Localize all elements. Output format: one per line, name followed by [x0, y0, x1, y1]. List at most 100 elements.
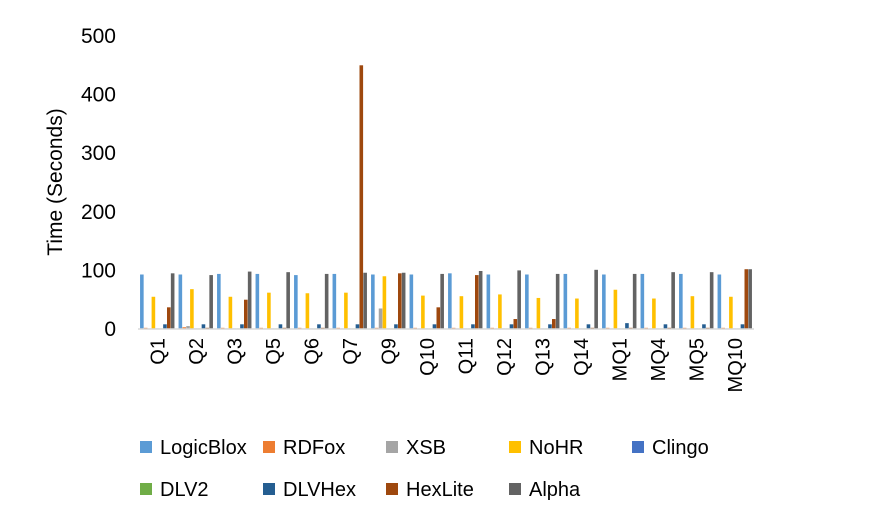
bar-logicblox-q6 [294, 275, 298, 329]
bar-logicblox-q9 [371, 274, 375, 329]
bar-hexlite-q11 [475, 275, 479, 329]
bar-group-mq4 [640, 272, 675, 329]
bar-logicblox-q13 [525, 274, 529, 329]
y-axis-ticks: 0 100 200 300 400 500 [81, 25, 116, 341]
legend-label: DLV2 [160, 479, 209, 501]
bar-hexlite-q1 [167, 307, 171, 329]
legend-item-xsb: XSB [386, 437, 446, 459]
legend-item-logicblox: LogicBlox [140, 437, 247, 459]
legend-item-nohr: NoHR [509, 437, 583, 459]
bar-nohr-mq1 [613, 289, 618, 329]
bar-logicblox-mq4 [640, 273, 645, 329]
bar-nohr-q9 [382, 276, 387, 329]
bar-logicblox-q14 [563, 273, 568, 329]
legend-item-dlvhex: DLVHex [263, 479, 356, 501]
bar-alpha-mq5 [709, 272, 714, 329]
bar-dlvhex-q5 [278, 324, 283, 329]
bar-dlvhex-q12 [509, 324, 514, 329]
x-tick-label: Q1 [147, 338, 169, 365]
legend: LogicBlox RDFox XSB NoHR Clingo DLV2 DLVHex Hex… [140, 437, 709, 501]
bar-nohr-q1 [151, 296, 156, 329]
bar-alpha-q6 [324, 273, 329, 329]
x-tick-label: Q11 [455, 338, 477, 374]
x-tick-label: Q10 [417, 338, 439, 376]
bar-logicblox-q12 [486, 274, 491, 329]
bar-logicblox-q7 [332, 273, 337, 329]
bar-logicblox-mq1 [602, 274, 606, 329]
bar-group-q3 [217, 271, 252, 329]
legend-swatch [386, 441, 398, 453]
y-tick-label: 200 [81, 201, 116, 224]
x-tick-label: Q2 [186, 338, 208, 365]
bar-alpha-mq1 [632, 273, 637, 329]
bar-nohr-q14 [575, 298, 579, 329]
y-axis-label: Time (Seconds) [44, 108, 67, 255]
legend-swatch [140, 441, 152, 453]
legend-item-clingo: Clingo [632, 437, 709, 459]
bar-rdfox-q2 [182, 327, 186, 329]
bar-dlvhex-q9 [394, 324, 398, 329]
legend-label: HexLite [406, 479, 474, 501]
bar-alpha-q3 [247, 271, 252, 329]
bar-group-q9 [371, 272, 406, 329]
bar-nohr-q7 [344, 292, 348, 329]
bar-alpha-q14 [594, 269, 598, 329]
bar-group-q5 [255, 272, 290, 329]
legend-swatch [632, 441, 644, 453]
x-tick-label: MQ4 [648, 338, 670, 381]
bar-group-q7 [332, 65, 367, 330]
bar-alpha-q5 [286, 272, 290, 329]
bar-dlvhex-q13 [548, 324, 552, 329]
bar-dlvhex-mq1 [625, 323, 629, 329]
bar-hexlite-q10 [436, 307, 441, 329]
legend-swatch [509, 483, 521, 495]
bar-group-q6 [294, 273, 329, 329]
legend-item-alpha: Alpha [509, 479, 581, 501]
bar-group-q10 [409, 273, 444, 329]
bar-nohr-q5 [267, 292, 271, 329]
legend-label: LogicBlox [160, 437, 247, 459]
bar-hexlite-q9 [398, 273, 402, 329]
x-tick-label: MQ5 [686, 338, 708, 381]
bar-hexlite-q3 [244, 299, 248, 329]
bar-dlvhex-q1 [163, 324, 167, 329]
legend-item-dlv2: DLV2 [140, 479, 209, 501]
bar-alpha-q2 [209, 275, 213, 329]
bar-logicblox-q1 [140, 274, 144, 329]
bar-group-q14 [563, 269, 598, 329]
bar-alpha-mq10 [748, 269, 752, 329]
legend-item-hexlite: HexLite [386, 479, 474, 501]
bar-alpha-q7 [363, 272, 367, 329]
x-tick-label: Q3 [224, 338, 246, 365]
bar-dlvhex-mq5 [702, 324, 706, 329]
legend-swatch [263, 483, 275, 495]
bar-logicblox-q11 [448, 273, 452, 329]
x-tick-label: Q7 [340, 338, 362, 365]
bar-hexlite-q13 [552, 319, 556, 329]
bar-logicblox-q10 [409, 274, 414, 329]
bar-group-q1 [140, 273, 175, 329]
bar-xsb-q9 [378, 308, 383, 329]
legend-label: RDFox [283, 437, 345, 459]
bar-alpha-q13 [555, 273, 560, 329]
legend-swatch [509, 441, 521, 453]
bar-alpha-q11 [478, 270, 483, 329]
legend-swatch [386, 483, 398, 495]
bar-dlvhex-q14 [586, 324, 591, 329]
bar-dlvhex-q6 [317, 324, 321, 329]
x-tick-label: Q14 [571, 338, 593, 376]
legend-swatch [263, 441, 275, 453]
legend-label: Alpha [529, 479, 581, 501]
x-tick-label: Q5 [263, 338, 285, 365]
x-tick-label: Q13 [532, 338, 554, 376]
bar-group-q12 [486, 270, 521, 329]
bar-alpha-mq4 [671, 272, 675, 329]
bar-hexlite-q7 [359, 65, 364, 330]
legend-label: NoHR [529, 437, 583, 459]
y-tick-label: 400 [81, 84, 116, 107]
bar-alpha-q12 [517, 270, 521, 329]
bar-group-mq1 [602, 273, 637, 329]
bar-group-q2 [178, 274, 213, 329]
x-axis-ticks: Q1 Q2 Q3 Q5 Q6 Q7 Q9 Q10 Q11 Q12 Q13 Q14 MQ1 MQ4 MQ5 MQ… [147, 338, 747, 392]
